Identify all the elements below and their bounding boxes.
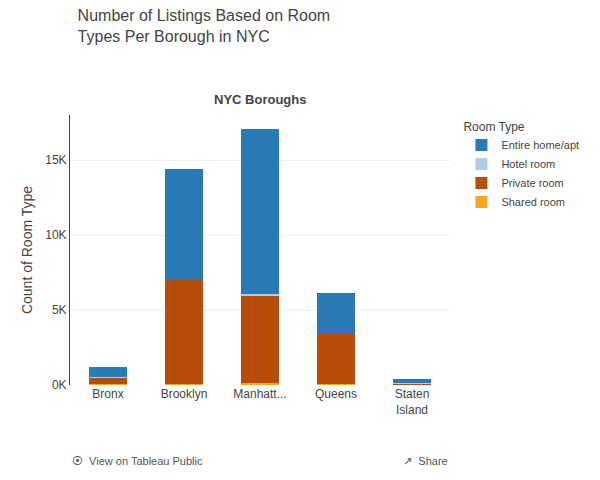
svg-text:0K: 0K: [52, 378, 67, 392]
svg-text:Manhatt...: Manhatt...: [233, 387, 286, 401]
svg-text:Private room: Private room: [501, 177, 563, 189]
svg-text:NYC Boroughs: NYC Boroughs: [214, 92, 306, 107]
svg-text:↗ Share: ↗ Share: [403, 455, 448, 467]
svg-text:Shared room: Shared room: [501, 196, 565, 208]
svg-text:Queens: Queens: [315, 387, 357, 401]
svg-text:Room Type: Room Type: [463, 120, 524, 134]
svg-text:Number of Listings Based on Ro: Number of Listings Based on RoomTypes Pe…: [78, 7, 331, 45]
svg-text:10K: 10K: [45, 228, 66, 242]
svg-text:Bronx: Bronx: [92, 387, 123, 401]
svg-text:StatenIsland: StatenIsland: [395, 387, 430, 417]
svg-text:5K: 5K: [52, 303, 67, 317]
svg-text:Entire home/apt: Entire home/apt: [501, 139, 579, 151]
svg-text:⦿ View on Tableau Public: ⦿ View on Tableau Public: [72, 455, 203, 467]
svg-text:Count of Room Type: Count of Room Type: [19, 186, 35, 314]
svg-text:Brooklyn: Brooklyn: [161, 387, 208, 401]
svg-text:15K: 15K: [45, 153, 66, 167]
svg-text:Hotel room: Hotel room: [501, 158, 555, 170]
